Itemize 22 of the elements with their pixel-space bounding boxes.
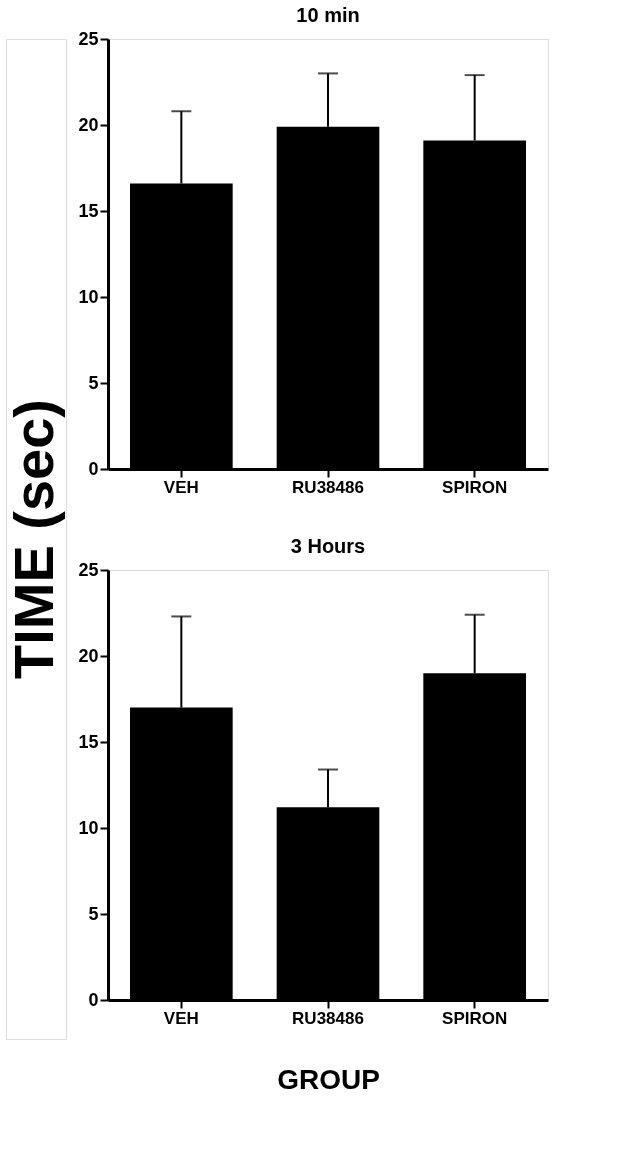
y-tick-label: 15 bbox=[78, 731, 99, 752]
y-tick-label: 20 bbox=[78, 645, 99, 666]
y-tick-label: 5 bbox=[88, 372, 99, 393]
x-tick-label: VEH bbox=[163, 477, 199, 497]
x-tick-label: SPIRON bbox=[442, 1008, 508, 1028]
y-tick-label: 0 bbox=[88, 989, 99, 1010]
y-tick-label: 10 bbox=[78, 817, 99, 838]
x-tick-label: SPIRON bbox=[442, 477, 508, 497]
x-tick-label: VEH bbox=[163, 1008, 199, 1028]
chart-title: 3 Hours bbox=[290, 535, 366, 557]
y-tick-label: 15 bbox=[78, 200, 99, 221]
x-tick-label: RU38486 bbox=[292, 477, 364, 497]
y-tick-label: 10 bbox=[78, 286, 99, 307]
x-axis-title: GROUP bbox=[277, 1063, 380, 1095]
y-tick-label: 20 bbox=[78, 114, 99, 135]
y-axis-title: TIME (sec) bbox=[2, 398, 65, 680]
x-tick-label: RU38486 bbox=[292, 1008, 364, 1028]
y-tick-label: 5 bbox=[88, 903, 99, 924]
y-tick-label: 25 bbox=[78, 559, 99, 580]
y-tick-label: 0 bbox=[88, 458, 99, 479]
chart-title: 10 min bbox=[296, 4, 360, 26]
y-tick-label: 25 bbox=[78, 28, 99, 49]
